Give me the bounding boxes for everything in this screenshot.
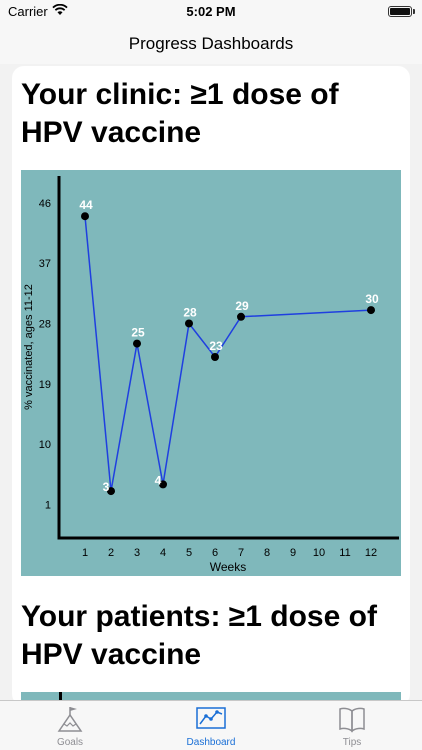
clinic-chart: 1 10 19 28 37 46 1 2 3 4 5 6 7 8 9 10 11 12 Weeks% vaccina… bbox=[21, 170, 401, 576]
tips-book-icon bbox=[339, 707, 365, 733]
data-label: 3 bbox=[103, 480, 110, 494]
data-label: 25 bbox=[131, 326, 145, 340]
clinic-chart-title: Your clinic: ≥1 dose of HPV vaccine bbox=[21, 76, 401, 152]
x-tick-label: 7 bbox=[238, 547, 244, 559]
x-tick-label: 1 bbox=[82, 547, 88, 559]
y-tick-label: 19 bbox=[39, 379, 51, 391]
dashboard-card[interactable]: Your clinic: ≥1 dose of HPV vaccine 1 10 1… bbox=[12, 66, 410, 706]
x-tick-label: 8 bbox=[264, 547, 270, 559]
clinic-title-line2: HPV vaccine bbox=[21, 116, 202, 149]
x-tick-label: 4 bbox=[160, 547, 166, 559]
clinic-title-line1: Your clinic: ≥1 dose of bbox=[21, 78, 339, 111]
y-tick-label: 46 bbox=[39, 198, 51, 210]
patients-chart-axis bbox=[59, 692, 62, 706]
data-point bbox=[133, 339, 141, 348]
x-tick-label: 9 bbox=[290, 547, 296, 559]
data-point bbox=[211, 353, 219, 361]
x-tick-label: 11 bbox=[339, 547, 350, 559]
data-point bbox=[107, 487, 115, 496]
data-point bbox=[159, 480, 167, 489]
data-point bbox=[367, 306, 375, 315]
data-label: 44 bbox=[79, 198, 93, 212]
data-label: 4 bbox=[155, 473, 162, 487]
tab-dashboard[interactable]: Dashboard bbox=[141, 701, 281, 750]
x-tick-label: 3 bbox=[134, 547, 140, 559]
tab-tips[interactable]: Tips bbox=[282, 701, 422, 750]
y-tick-label: 10 bbox=[39, 439, 51, 451]
dashboard-chart-icon bbox=[196, 707, 226, 729]
status-time: 5:02 PM bbox=[186, 4, 236, 19]
x-tick-label: 12 bbox=[365, 547, 377, 559]
battery-tip bbox=[413, 9, 415, 14]
data-label: 23 bbox=[209, 339, 223, 353]
series-line bbox=[84, 216, 372, 492]
data-point bbox=[81, 212, 89, 221]
data-label: 28 bbox=[183, 305, 197, 319]
x-axis-label: Weeks bbox=[210, 560, 246, 574]
y-axis-label: % vaccinated, ages 11-12 bbox=[23, 284, 35, 410]
nav-bar: Progress Dashboards bbox=[0, 24, 422, 64]
tab-goals-label: Goals bbox=[56, 737, 84, 748]
patients-title-line1: Your patients: ≥1 dose of bbox=[21, 600, 377, 633]
battery-icon bbox=[388, 6, 412, 17]
page-title: Progress Dashboards bbox=[128, 34, 294, 53]
patients-title-line2: HPV vaccine bbox=[21, 638, 202, 671]
status-bar: Carrier 5:02 PM bbox=[0, 0, 422, 24]
goals-flag-icon bbox=[57, 707, 83, 732]
data-point bbox=[185, 319, 193, 328]
tab-tips-label: Tips bbox=[342, 737, 362, 748]
x-tick-label: 2 bbox=[108, 547, 114, 559]
carrier-label: Carrier bbox=[8, 4, 48, 19]
y-tick-label: 1 bbox=[45, 499, 51, 511]
tab-goals[interactable]: Goals bbox=[0, 701, 140, 750]
patients-chart-title: Your patients: ≥1 dose of HPV vaccine bbox=[21, 598, 401, 674]
x-tick-label: 5 bbox=[186, 547, 192, 559]
y-tick-label: 28 bbox=[39, 318, 51, 330]
wifi-icon bbox=[52, 4, 68, 15]
tab-dashboard-label: Dashboard bbox=[186, 737, 236, 748]
data-label: 30 bbox=[365, 292, 379, 306]
x-tick-label: 10 bbox=[313, 547, 325, 559]
y-tick-label: 37 bbox=[39, 258, 51, 270]
x-tick-label: 6 bbox=[212, 547, 218, 559]
data-label: 29 bbox=[235, 299, 249, 313]
data-point bbox=[237, 312, 245, 321]
tab-bar: Goals Dashboard Tips bbox=[0, 700, 422, 750]
